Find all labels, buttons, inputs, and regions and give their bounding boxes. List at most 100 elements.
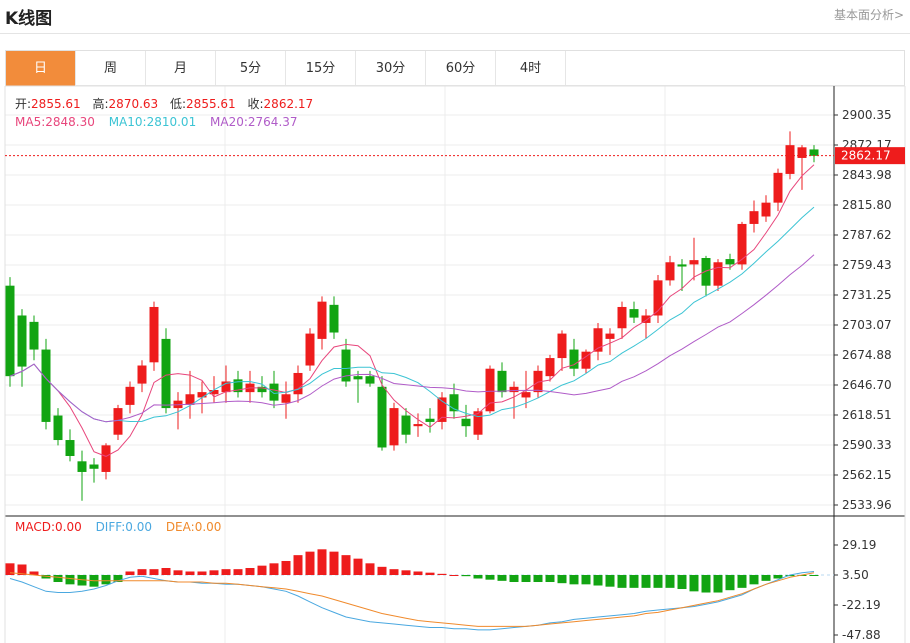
y-tick-label: 2646.70: [842, 378, 892, 392]
candle-body: [557, 333, 567, 359]
macd-bar: [581, 575, 591, 585]
candle-body: [137, 365, 147, 384]
tab-day[interactable]: 日: [6, 51, 76, 86]
macd-bar: [533, 575, 543, 583]
y-tick-label: 2674.88: [842, 348, 892, 362]
macd-tick-label: -47.88: [842, 628, 881, 642]
candle: [281, 381, 291, 419]
candle-body: [617, 306, 627, 329]
candle-body: [569, 349, 579, 369]
candle-body: [473, 411, 483, 435]
candle-body: [125, 386, 135, 405]
candle: [89, 458, 99, 483]
macd-value: 0.00: [55, 520, 82, 534]
candle: [257, 376, 267, 398]
tab-60min[interactable]: 60分: [426, 51, 496, 86]
candle-body: [113, 408, 123, 435]
tab-15min[interactable]: 15分: [286, 51, 356, 86]
macd-panel: [5, 549, 819, 631]
macd-bar: [389, 569, 399, 575]
candle-body: [593, 328, 603, 352]
macd-bar: [173, 570, 183, 575]
macd-bar: [401, 570, 411, 575]
ma5-line: [9, 164, 815, 457]
macd-bar: [293, 555, 303, 575]
candle-body: [653, 280, 663, 316]
macd-bar: [737, 575, 747, 588]
candle-body: [497, 370, 507, 393]
candle-body: [413, 424, 423, 427]
candle-body: [521, 392, 531, 398]
candle: [449, 383, 459, 419]
macd-bar: [809, 575, 819, 576]
y-tick-label: 2815.80: [842, 198, 892, 212]
candle-body: [797, 147, 807, 158]
candle: [713, 259, 723, 292]
macd-bar: [17, 564, 27, 575]
tab-30min[interactable]: 30分: [356, 51, 426, 86]
macd-bar: [461, 575, 471, 577]
macd-tick-label: -22.19: [842, 598, 881, 612]
macd-bar: [113, 575, 123, 583]
candle: [365, 370, 375, 387]
price-axis-ticks: 2900.352872.172843.982815.802787.622759.…: [834, 108, 892, 512]
candle: [509, 381, 519, 419]
macd-bar: [473, 575, 483, 579]
macd-bar: [761, 575, 771, 581]
candle-body: [629, 309, 639, 318]
macd-bar: [413, 571, 423, 575]
candle: [569, 338, 579, 377]
low-value: 2855.61: [186, 97, 236, 111]
candle: [593, 322, 603, 361]
macd-label: MACD:: [15, 520, 55, 534]
macd-bar: [437, 573, 447, 575]
candle: [581, 349, 591, 373]
candle: [425, 408, 435, 433]
header: K线图 基本面分析>: [0, 0, 910, 34]
macd-bar: [521, 575, 531, 583]
macd-bar: [497, 575, 507, 581]
candle: [485, 365, 495, 414]
macd-bar: [137, 569, 147, 575]
candle-body: [41, 349, 51, 422]
candle-body: [89, 464, 99, 469]
last-price-box: [835, 147, 905, 165]
candle-body: [725, 259, 735, 265]
diff-value: 0.00: [125, 520, 152, 534]
candle-body: [401, 415, 411, 435]
macd-bar: [593, 575, 603, 586]
ma-lines: [9, 164, 815, 457]
macd-bar: [329, 551, 339, 575]
candle-body: [257, 386, 267, 393]
candle-body: [545, 358, 555, 377]
close-label: 收:: [248, 97, 264, 111]
dea-line: [9, 572, 815, 627]
tab-month[interactable]: 月: [146, 51, 216, 86]
candle: [749, 200, 759, 233]
macd-bar: [677, 575, 687, 590]
fundamental-analysis-link[interactable]: 基本面分析>: [833, 8, 904, 22]
ohlc-info: 开:2855.61 高:2870.63 低:2855.61 收:2862.17: [15, 96, 313, 111]
candle: [17, 309, 27, 387]
open-label: 开:: [15, 97, 31, 111]
y-tick-label: 2900.35: [842, 108, 892, 122]
y-tick-label: 2731.25: [842, 288, 892, 302]
candle: [77, 450, 87, 501]
candle-body: [17, 315, 27, 367]
tab-4hour[interactable]: 4时: [496, 51, 566, 86]
candle-body: [305, 333, 315, 366]
tab-5min[interactable]: 5分: [216, 51, 286, 86]
macd-bar: [257, 565, 267, 575]
last-price-tag: 2862.17: [5, 147, 905, 165]
high-label: 高:: [93, 96, 109, 111]
macd-tick-label: 29.19: [842, 538, 876, 552]
candle: [617, 301, 627, 339]
candle: [689, 237, 699, 281]
dea-value: 0.00: [195, 520, 222, 534]
tab-week[interactable]: 周: [76, 51, 146, 86]
macd-bar: [713, 575, 723, 593]
macd-bar: [5, 563, 15, 575]
candle: [461, 404, 471, 437]
macd-bar: [701, 575, 711, 593]
